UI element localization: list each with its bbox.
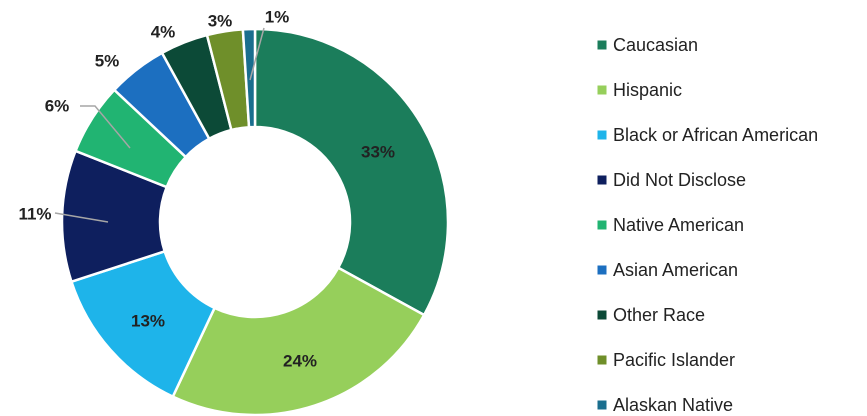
legend-swatch — [596, 129, 608, 141]
data-label: 6% — [45, 96, 70, 115]
leader-line — [80, 105, 131, 149]
legend-label: Did Not Disclose — [613, 170, 746, 190]
donut-slice — [253, 27, 450, 317]
data-label: 1% — [265, 7, 290, 26]
leader-line — [249, 27, 265, 81]
data-label: 33% — [361, 142, 395, 161]
data-label: 11% — [18, 204, 51, 223]
legend-swatch — [596, 39, 608, 51]
legend-swatch — [596, 354, 608, 366]
legend-swatch — [596, 174, 608, 186]
data-label: 5% — [95, 51, 120, 70]
donut-slice — [241, 27, 257, 129]
data-label: 4% — [151, 22, 176, 41]
leader-line — [54, 212, 109, 223]
legend-label: Hispanic — [613, 80, 682, 100]
legend-label: Alaskan Native — [613, 395, 733, 415]
legend-label: Caucasian — [613, 35, 698, 55]
legend-label: Other Race — [613, 305, 705, 325]
legend-swatch — [596, 399, 608, 411]
donut-slice — [171, 266, 426, 416]
data-label: 3% — [208, 11, 233, 30]
legend-swatch — [596, 219, 608, 231]
legend-label: Asian American — [613, 260, 738, 280]
data-label: 24% — [283, 351, 317, 370]
legend-label: Native American — [613, 215, 744, 235]
legend-swatch — [596, 84, 608, 96]
data-label: 13% — [131, 311, 165, 330]
legend-label: Black or African American — [613, 125, 818, 145]
legend-label: Pacific Islander — [613, 350, 735, 370]
legend-swatch — [596, 264, 608, 276]
legend-swatch — [596, 309, 608, 321]
